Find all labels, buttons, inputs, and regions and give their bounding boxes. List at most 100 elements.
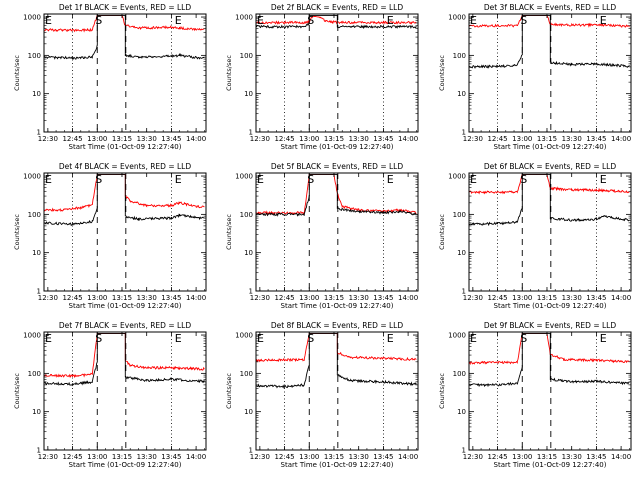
y-tick-label: 1000 <box>235 332 253 340</box>
plot-frame <box>468 331 632 451</box>
y-tick-label: 1000 <box>448 332 466 340</box>
panel-det-4: Det 4f BLACK = Events, RED = LLD 1 10 100 10… <box>13 162 207 310</box>
x-tick-label: 12:45 <box>487 294 507 302</box>
interval-marker-label: E <box>257 14 264 27</box>
x-tick-label: 13:30 <box>349 453 369 461</box>
interval-marker-label: E <box>45 14 52 27</box>
y-tick-label: 1000 <box>448 14 466 22</box>
x-tick-label: 12:45 <box>62 135 82 143</box>
events-rate-line <box>469 173 630 227</box>
panel-title: Det 9f BLACK = Events, RED = LLD <box>484 321 617 330</box>
interval-marker-label: S <box>307 173 314 186</box>
x-tick-label: 13:15 <box>537 294 557 302</box>
x-tick-label: 14:00 <box>398 294 418 302</box>
events-rate-line <box>44 14 205 61</box>
x-tick-label: 12:30 <box>38 453 58 461</box>
x-tick-label: 13:00 <box>87 453 107 461</box>
x-tick-label: 13:45 <box>161 294 181 302</box>
interval-marker-label: E <box>470 14 477 27</box>
interval-marker-label: S <box>95 173 102 186</box>
x-tick-label: 13:00 <box>87 135 107 143</box>
y-tick-label: 1 <box>462 288 466 296</box>
panel-det-5: Det 5f BLACK = Events, RED = LLD 1 10 100 10… <box>225 162 419 310</box>
plot-frame <box>43 172 207 292</box>
x-tick-label: 12:30 <box>250 135 270 143</box>
y-axis-label: Counts/sec <box>438 373 446 409</box>
x-tick-label: 13:45 <box>586 135 606 143</box>
plot-frame <box>468 172 632 292</box>
x-tick-label: 13:45 <box>586 294 606 302</box>
x-tick-label: 12:30 <box>463 453 483 461</box>
x-tick-label: 13:45 <box>586 453 606 461</box>
x-tick-label: 12:45 <box>62 453 82 461</box>
y-tick-label: 1000 <box>23 14 41 22</box>
events-rate-line <box>256 332 417 389</box>
y-tick-label: 100 <box>453 370 466 378</box>
x-axis-label: Start Time (01-Oct-09 12:27:40) <box>69 302 182 310</box>
panel-title: Det 4f BLACK = Events, RED = LLD <box>59 162 192 171</box>
interval-marker-label: S <box>307 332 314 345</box>
plot-frame <box>255 331 419 451</box>
x-axis-label: Start Time (01-Oct-09 12:27:40) <box>494 461 607 469</box>
interval-marker-label: E <box>470 173 477 186</box>
plot-frame <box>255 172 419 292</box>
interval-marker-label: S <box>307 14 314 27</box>
y-tick-label: 1 <box>37 129 41 137</box>
x-tick-label: 13:15 <box>112 135 132 143</box>
x-tick-label: 13:00 <box>299 135 319 143</box>
y-tick-label: 100 <box>453 211 466 219</box>
x-tick-label: 13:15 <box>537 453 557 461</box>
x-tick-label: 13:15 <box>112 453 132 461</box>
x-axis-label: Start Time (01-Oct-09 12:27:40) <box>494 143 607 151</box>
x-tick-label: 13:00 <box>512 135 532 143</box>
interval-marker-label: S <box>520 14 527 27</box>
interval-marker-label: E <box>175 14 182 27</box>
x-tick-label: 12:30 <box>38 294 58 302</box>
x-tick-label: 13:30 <box>349 294 369 302</box>
x-tick-label: 14:00 <box>186 453 206 461</box>
y-tick-label: 100 <box>240 370 253 378</box>
panel-title: Det 7f BLACK = Events, RED = LLD <box>59 321 192 330</box>
y-tick-label: 100 <box>240 52 253 60</box>
y-tick-label: 10 <box>457 408 466 416</box>
y-tick-label: 10 <box>32 90 41 98</box>
x-tick-label: 13:45 <box>373 135 393 143</box>
y-axis-label: Counts/sec <box>13 214 21 250</box>
x-tick-label: 13:00 <box>299 294 319 302</box>
x-axis-label: Start Time (01-Oct-09 12:27:40) <box>494 302 607 310</box>
x-tick-label: 12:45 <box>274 453 294 461</box>
x-tick-label: 14:00 <box>398 453 418 461</box>
x-tick-label: 13:30 <box>349 135 369 143</box>
y-tick-label: 1 <box>462 129 466 137</box>
x-tick-label: 12:45 <box>274 135 294 143</box>
y-tick-label: 100 <box>28 52 41 60</box>
x-tick-label: 13:00 <box>512 453 532 461</box>
panel-det-8: Det 8f BLACK = Events, RED = LLD 1 10 100 10… <box>225 321 419 469</box>
y-tick-label: 1000 <box>23 332 41 340</box>
x-tick-label: 14:00 <box>611 453 631 461</box>
y-tick-label: 1 <box>249 288 253 296</box>
panel-det-3: Det 3f BLACK = Events, RED = LLD 1 10 100 10… <box>438 3 632 151</box>
x-tick-label: 13:45 <box>161 453 181 461</box>
x-tick-label: 13:15 <box>324 294 344 302</box>
plot-frame <box>43 13 207 133</box>
y-tick-label: 1000 <box>23 173 41 181</box>
interval-marker-label: E <box>470 332 477 345</box>
x-tick-label: 13:00 <box>299 453 319 461</box>
interval-marker-label: S <box>520 173 527 186</box>
events-rate-line <box>469 332 630 388</box>
x-axis-label: Start Time (01-Oct-09 12:27:40) <box>281 143 394 151</box>
y-axis-label: Counts/sec <box>13 55 21 91</box>
y-tick-label: 1 <box>249 129 253 137</box>
panel-title: Det 2f BLACK = Events, RED = LLD <box>271 3 404 12</box>
events-rate-line <box>44 332 205 387</box>
y-tick-label: 10 <box>457 249 466 257</box>
x-tick-label: 12:45 <box>274 294 294 302</box>
x-tick-label: 13:45 <box>161 135 181 143</box>
y-tick-label: 1000 <box>448 173 466 181</box>
interval-marker-label: S <box>95 332 102 345</box>
y-tick-label: 1 <box>37 447 41 455</box>
x-tick-label: 13:15 <box>537 135 557 143</box>
x-tick-label: 13:30 <box>562 294 582 302</box>
x-axis-label: Start Time (01-Oct-09 12:27:40) <box>281 461 394 469</box>
